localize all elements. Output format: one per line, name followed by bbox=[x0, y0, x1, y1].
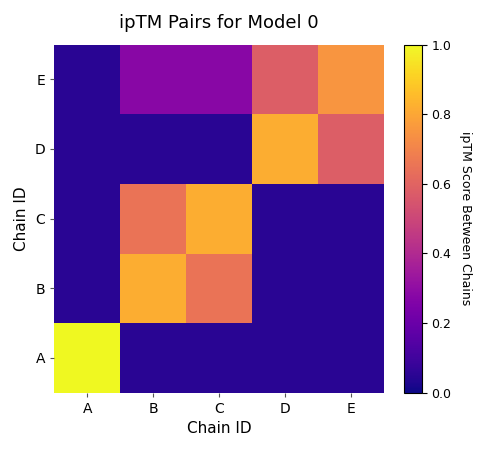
Y-axis label: Chain ID: Chain ID bbox=[14, 186, 29, 251]
Y-axis label: ipTM Score Between Chains: ipTM Score Between Chains bbox=[460, 131, 472, 306]
Title: ipTM Pairs for Model 0: ipTM Pairs for Model 0 bbox=[119, 14, 319, 32]
X-axis label: Chain ID: Chain ID bbox=[187, 421, 251, 436]
